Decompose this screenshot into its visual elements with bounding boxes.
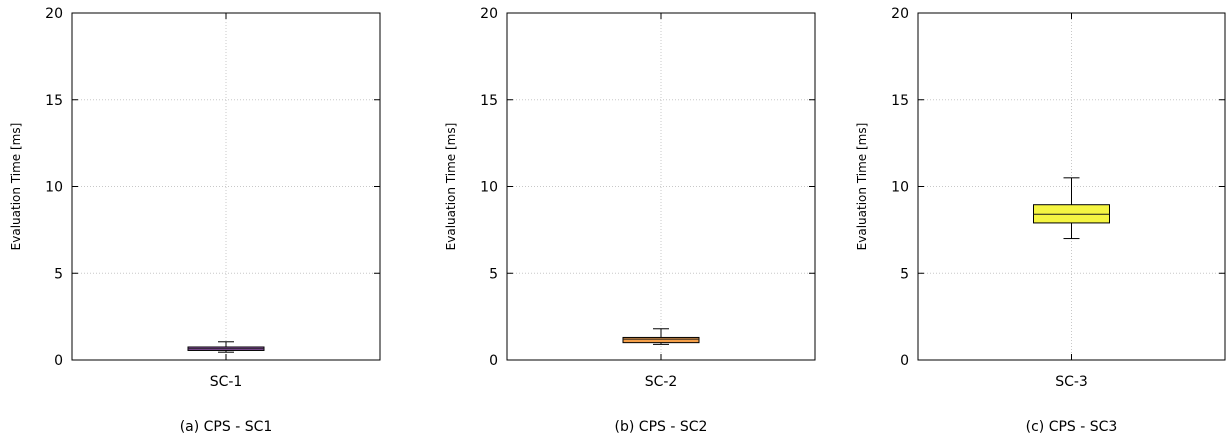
y-tick-label: 20: [45, 6, 63, 22]
chart-panel-3: 0 5 10 15 20 SC-3 Evaluation Time [ms] (c) CPS …: [855, 6, 1226, 435]
plot-frame: [917, 12, 1226, 361]
y-tick-label: 10: [45, 180, 63, 196]
chart-panel-2: 0 5 10 15 20 SC-2 Evaluation Time [ms] (b) CPS …: [444, 6, 816, 435]
y-tick-label: 15: [45, 93, 63, 109]
figure-caption: (b) CPS - SC2: [615, 419, 708, 435]
y-tick-label: 10: [891, 180, 909, 196]
y-tick-label: 20: [480, 6, 498, 22]
y-tick-label: 15: [480, 93, 498, 109]
y-tick-label: 5: [54, 266, 63, 282]
y-tick-label: 0: [489, 353, 498, 369]
y-tick-label: 0: [900, 353, 909, 369]
figure-caption: (c) CPS - SC3: [1026, 419, 1118, 435]
x-tick-label: SC-1: [210, 374, 243, 390]
y-tick-label: 5: [900, 266, 909, 282]
y-axis-title: Evaluation Time [ms]: [444, 123, 458, 251]
y-tick-label: 15: [891, 93, 909, 109]
y-axis-title: Evaluation Time [ms]: [9, 123, 23, 251]
y-tick-label: 5: [489, 266, 498, 282]
plot-frame: [71, 12, 381, 361]
x-tick-label: SC-3: [1055, 374, 1088, 390]
x-tick-label: SC-2: [645, 374, 678, 390]
figure-caption: (a) CPS - SC1: [180, 419, 273, 435]
chart-panel-1: 0 5 10 15 20 SC-1 Evaluation Time [ms] (a) CPS …: [9, 6, 381, 435]
y-tick-label: 20: [891, 6, 909, 22]
box-iqr: [622, 336, 700, 344]
y-tick-label: 0: [54, 353, 63, 369]
plot-frame: [506, 12, 816, 361]
y-tick-label: 10: [480, 180, 498, 196]
y-axis-title: Evaluation Time [ms]: [855, 123, 869, 251]
